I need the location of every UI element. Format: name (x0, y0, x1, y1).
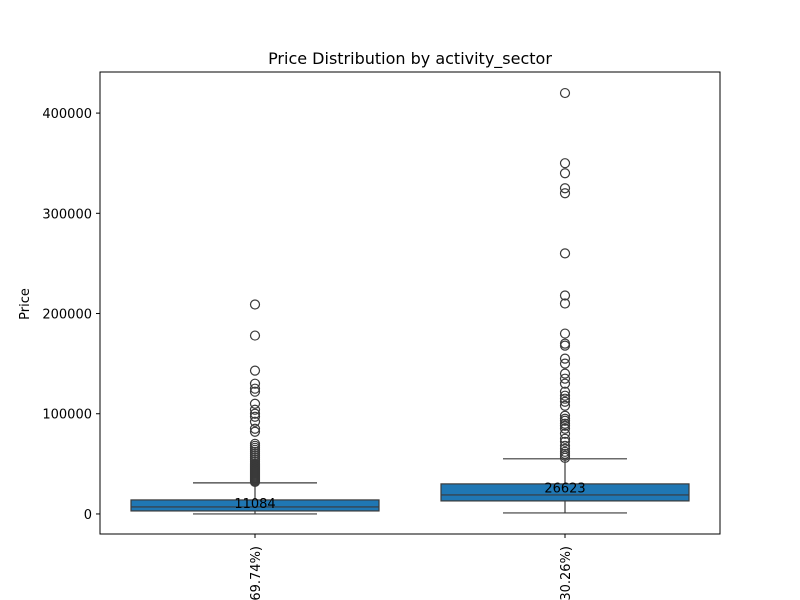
outlier-point (559, 340, 571, 351)
outlier-point (249, 408, 261, 419)
outlier-point (559, 446, 571, 457)
outlier-point (249, 330, 261, 341)
outlier-point (559, 353, 571, 364)
outlier-point (559, 358, 571, 369)
outlier-point (559, 393, 571, 404)
outlier-point (249, 398, 261, 409)
y-axis: 0 100000 200000 300000 400000 (42, 107, 100, 523)
outlier-point (249, 423, 261, 434)
outlier-point (559, 168, 571, 179)
outlier-point (559, 87, 571, 99)
y-tick-label: 100000 (42, 408, 92, 423)
chart-marks: 11084 26623 (130, 87, 690, 515)
y-tick-label: 400000 (42, 107, 92, 122)
mean-label: 11084 (234, 497, 275, 512)
outlier-point (249, 438, 261, 449)
outlier-point (559, 378, 571, 389)
outlier-point (559, 443, 571, 454)
chart-title: Price Distribution by activity_sector (268, 49, 552, 69)
outlier-point (249, 378, 261, 389)
iqr-box (440, 483, 690, 502)
outlier-point (559, 188, 571, 199)
x-tick-label: 69.74%) (249, 546, 264, 600)
outlier-point (559, 396, 571, 407)
iqr-box (130, 499, 380, 512)
outlier-point (249, 386, 261, 397)
outlier-point (559, 400, 571, 411)
outlier-point (559, 338, 571, 349)
outlier-point (559, 368, 571, 379)
outlier-point (559, 418, 571, 429)
outlier-point (559, 413, 571, 424)
plot-frame (99, 71, 721, 535)
outlier-point (559, 410, 571, 421)
outlier-point (559, 436, 571, 447)
y-tick-label: 0 (84, 508, 92, 523)
outlier-point (249, 383, 261, 394)
outlier-point (559, 183, 571, 194)
outlier-point (559, 428, 571, 439)
outlier-point (559, 390, 571, 401)
outlier-point (559, 423, 571, 434)
x-tick-label: 30.26%) (559, 546, 574, 600)
outlier-point (559, 373, 571, 384)
outlier-point (559, 158, 571, 169)
y-tick-label: 200000 (42, 308, 92, 323)
outlier-point (249, 365, 261, 376)
outlier-point (559, 248, 571, 259)
outlier-point (559, 290, 571, 301)
outlier-point (559, 328, 571, 339)
box-group: 11084 (130, 299, 380, 515)
outlier-point (559, 440, 571, 451)
mean-label: 26623 (544, 481, 585, 496)
outlier-point (249, 404, 261, 415)
outlier-point (249, 426, 261, 437)
outlier-point (559, 386, 571, 397)
y-tick-label: 300000 (42, 207, 92, 222)
outlier-point (249, 299, 261, 310)
outlier-point (249, 416, 261, 427)
outlier-point (559, 298, 571, 309)
y-axis-label: Price (18, 288, 33, 320)
outlier-point (559, 433, 571, 444)
x-axis: 69.74%) 30.26%) (249, 534, 574, 600)
box-group: 26623 (440, 87, 690, 514)
outlier-point (249, 411, 261, 422)
